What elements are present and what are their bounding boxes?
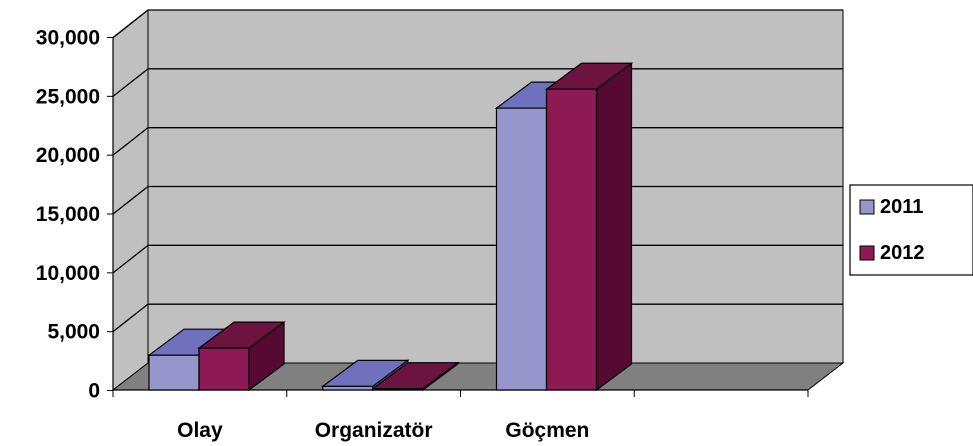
gridline-side [112, 244, 149, 274]
y-tick-labels: 0 5,000 10,000 15,000 20,000 25,000 30,000 [36, 27, 113, 403]
x-tick-label: Organizatör [315, 419, 433, 442]
y-tick-label: 20,000 [36, 144, 100, 167]
legend-swatch [859, 199, 875, 215]
bar-front [495, 107, 548, 391]
gridline-side [112, 9, 149, 39]
gridline-side [112, 68, 149, 97]
bar [544, 62, 634, 392]
gridline-side [112, 127, 149, 156]
bar-front [545, 88, 598, 391]
y-tick-label: 10,000 [36, 262, 100, 285]
gridlines [112, 9, 843, 333]
y-tick-label: 5,000 [47, 321, 100, 344]
x-tick-labels: Olay Organizatör Göçmen [112, 390, 809, 442]
bars [147, 62, 634, 392]
gridline-side [112, 185, 149, 215]
bar-side [595, 62, 633, 392]
y-tick-label: 25,000 [36, 85, 100, 108]
bar [370, 361, 460, 392]
bar-front [322, 385, 374, 391]
y-tick-label: 15,000 [36, 203, 100, 226]
bar-front [198, 347, 250, 391]
x-tick-label: Göçmen [505, 419, 589, 442]
legend-label: 2011 [880, 196, 923, 218]
y-tick-label: 0 [88, 380, 100, 403]
legend: 2011 2012 [849, 184, 973, 276]
bar [197, 320, 286, 392]
legend-label: 2012 [880, 242, 925, 264]
legend-swatch [859, 245, 875, 261]
y-tick-label: 30,000 [36, 27, 100, 50]
bar-front [148, 354, 200, 391]
gridline-side [112, 303, 149, 333]
x-tick-label: Olay [177, 419, 223, 442]
bar-front [372, 388, 424, 391]
